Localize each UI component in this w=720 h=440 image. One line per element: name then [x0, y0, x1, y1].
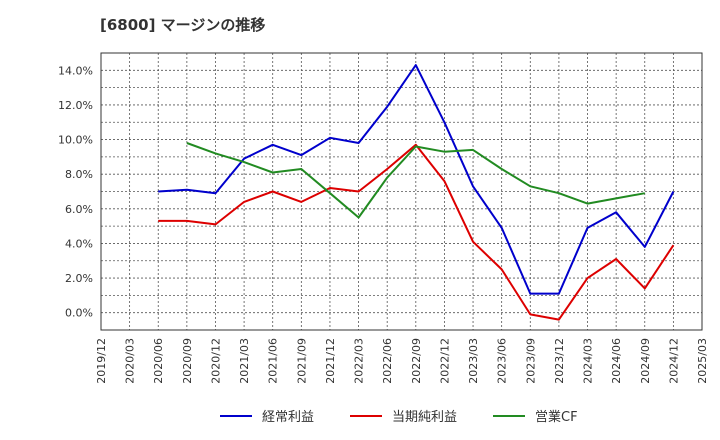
y-tick-label: 2.0% [65, 272, 93, 285]
x-tick-label: 2023/03 [467, 338, 480, 384]
x-tick-label: 2020/12 [209, 338, 222, 384]
x-axis: 2019/12 2020/03 2020/06 2020/09 2020/12 2021/… [95, 338, 709, 384]
x-tick-label: 2022/12 [438, 338, 451, 384]
x-tick-label: 2023/06 [496, 338, 509, 384]
y-axis: 0.0% 2.0% 4.0% 6.0% 8.0% 10.0% 12.0% 14.0% [58, 64, 93, 319]
x-tick-label: 2021/03 [238, 338, 251, 384]
legend-label: 営業CF [535, 409, 578, 425]
y-tick-label: 12.0% [58, 99, 93, 112]
series-line [158, 143, 675, 321]
x-tick-label: 2023/09 [524, 338, 537, 384]
x-tick-label: 2022/06 [381, 338, 394, 384]
y-tick-label: 4.0% [65, 237, 93, 250]
legend-label: 経常利益 [262, 410, 314, 425]
x-tick-label: 2022/09 [410, 338, 423, 384]
x-tick-label: 2021/12 [324, 338, 337, 384]
y-tick-label: 0.0% [65, 307, 93, 320]
x-tick-label: 2024/09 [639, 338, 652, 384]
series-line [186, 142, 645, 219]
y-tick-label: 10.0% [58, 134, 93, 147]
chart-title: [6800] マージンの推移 [100, 16, 265, 34]
y-tick-label: 6.0% [65, 203, 93, 216]
x-tick-label: 2020/06 [152, 338, 165, 384]
x-tick-label: 2022/03 [353, 338, 366, 384]
x-tick-label: 2024/06 [610, 338, 623, 384]
legend-label: 当期純利益 [392, 410, 457, 425]
x-tick-label: 2020/03 [124, 338, 137, 384]
x-tick-label: 2021/09 [295, 338, 308, 384]
x-tick-label: 2020/09 [181, 338, 194, 384]
grid-lines [100, 52, 703, 331]
x-tick-label: 2023/12 [553, 338, 566, 384]
x-tick-label: 2019/12 [95, 338, 108, 384]
y-tick-label: 8.0% [65, 168, 93, 181]
legend: 経常利益 当期純利益 営業CF [220, 409, 578, 425]
x-tick-label: 2024/03 [582, 338, 595, 384]
x-tick-label: 2024/12 [667, 338, 680, 384]
series-lines [158, 64, 675, 321]
x-tick-label: 2021/06 [267, 338, 280, 384]
plot-frame [100, 52, 703, 331]
series-line [158, 64, 675, 295]
x-tick-label: 2025/03 [696, 338, 709, 384]
y-tick-label: 14.0% [58, 64, 93, 77]
